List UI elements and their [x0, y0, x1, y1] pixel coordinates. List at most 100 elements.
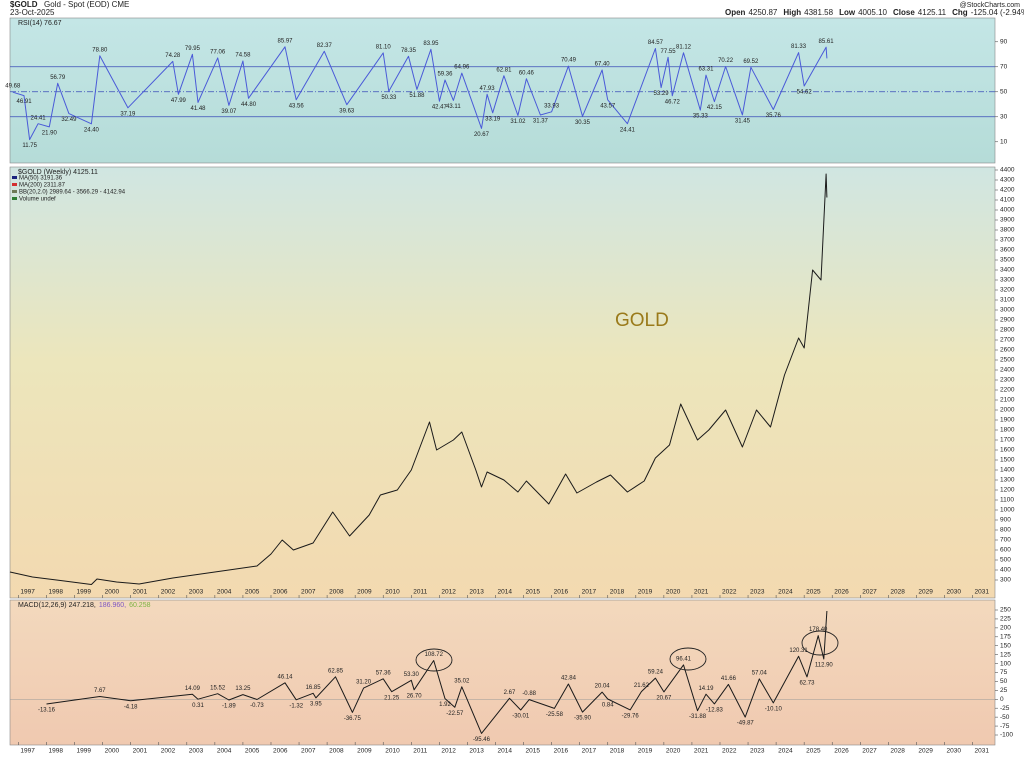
- x-tick-label: 2031: [975, 748, 990, 755]
- x-tick-label: 2028: [890, 589, 905, 596]
- x-tick-label: 2002: [161, 748, 176, 755]
- x-tick-label: 2009: [357, 589, 372, 596]
- value-label: 62.81: [496, 67, 512, 73]
- credit: @StockCharts.com: [960, 2, 1021, 9]
- value-label: 81.10: [376, 44, 392, 50]
- value-label: 41.48: [191, 106, 207, 112]
- value-label: 30.35: [575, 120, 591, 126]
- y-tick-label: 25: [1000, 687, 1008, 694]
- value-label: 50.33: [381, 95, 397, 101]
- y-tick-label: 175: [1000, 634, 1011, 641]
- value-label: 0.84: [602, 703, 614, 709]
- y-tick-label: 10: [1000, 138, 1008, 145]
- x-tick-label: 2015: [526, 589, 541, 596]
- highlight-circle: [801, 630, 839, 656]
- value-label: 24.41: [620, 127, 636, 133]
- y-tick-label: 2100: [1000, 397, 1015, 404]
- quote-label: High: [783, 8, 801, 17]
- y-tick-label: 50: [1000, 88, 1008, 95]
- x-tick-label: 2004: [217, 589, 232, 596]
- x-tick-label: 2015: [526, 748, 541, 755]
- x-tick-label: 2000: [105, 589, 120, 596]
- value-label: 20.67: [474, 132, 490, 138]
- x-tick-label: 2018: [610, 589, 625, 596]
- y-tick-label: 50: [1000, 678, 1008, 685]
- x-tick-label: 2027: [862, 748, 877, 755]
- y-tick-label: 1300: [1000, 477, 1015, 484]
- x-tick-label: 2026: [834, 589, 849, 596]
- x-tick-label: 2000: [105, 748, 120, 755]
- value-label: 78.80: [92, 47, 108, 53]
- value-label: 16.85: [306, 685, 322, 691]
- y-tick-label: 600: [1000, 547, 1011, 554]
- rsi-panel: [9, 17, 996, 164]
- value-label: 120.31: [789, 648, 808, 654]
- x-tick-label: 2001: [133, 589, 148, 596]
- value-label: 81.12: [676, 44, 692, 50]
- x-tick-label: 2029: [918, 748, 933, 755]
- macd-panel: [9, 599, 996, 746]
- x-tick-label: 2014: [497, 748, 512, 755]
- data-line: [46, 610, 828, 734]
- value-label: 63.31: [698, 67, 714, 73]
- value-label: 46.91: [17, 99, 33, 105]
- y-tick-label: 200: [1000, 625, 1011, 632]
- x-tick-label: 2012: [441, 589, 456, 596]
- y-tick-label: 225: [1000, 616, 1011, 623]
- value-label: 60.46: [519, 70, 535, 76]
- annotation: GOLD: [615, 310, 669, 331]
- y-tick-label: 500: [1000, 557, 1011, 564]
- x-tick-label: 2021: [694, 589, 709, 596]
- y-tick-label: 3800: [1000, 227, 1015, 234]
- y-tick-label: 900: [1000, 517, 1011, 524]
- y-tick-label: -25: [1000, 705, 1010, 712]
- x-tick-label: 2011: [413, 589, 427, 596]
- value-label: 2.67: [504, 690, 516, 696]
- value-label: 44.80: [241, 102, 257, 108]
- value-label: 42.47: [432, 105, 448, 111]
- value-label: -31.88: [689, 714, 707, 720]
- value-label: 39.63: [339, 108, 355, 114]
- x-tick-label: 2019: [638, 589, 653, 596]
- date: 23-Oct-2025: [10, 8, 55, 17]
- y-tick-label: 1700: [1000, 437, 1015, 444]
- y-tick-label: 4400: [1000, 167, 1015, 174]
- value-label: 62.85: [328, 668, 344, 674]
- value-label: -0.73: [250, 703, 264, 709]
- value-label: -1.89: [222, 704, 236, 710]
- symbol: $GOLD: [10, 0, 38, 9]
- x-tick-label: 1999: [77, 748, 92, 755]
- value-label: 33.93: [544, 103, 560, 109]
- x-tick-label: 2016: [554, 589, 569, 596]
- x-tick-label: 2024: [778, 748, 793, 755]
- y-tick-label: 100: [1000, 660, 1011, 667]
- value-label: -25.58: [546, 712, 564, 718]
- value-label: 21.25: [384, 695, 400, 701]
- legend-label: MA(200) 2311.87: [19, 183, 66, 189]
- y-tick-label: 4000: [1000, 207, 1015, 214]
- value-label: 39.07: [221, 109, 237, 115]
- x-tick-label: 2022: [722, 589, 737, 596]
- x-tick-label: 2022: [722, 748, 737, 755]
- legend-label: Volume undef: [19, 197, 56, 203]
- value-label: 64.96: [454, 65, 470, 71]
- y-tick-label: 3500: [1000, 257, 1015, 264]
- value-label: 31.20: [356, 680, 372, 686]
- x-tick-label: 2030: [946, 589, 961, 596]
- y-tick-label: 90: [1000, 38, 1008, 45]
- x-tick-label: 2017: [582, 748, 597, 755]
- x-tick-label: 2003: [189, 748, 204, 755]
- quote-label: Open: [725, 8, 746, 17]
- legend-swatch: [12, 183, 17, 186]
- y-tick-label: 1400: [1000, 467, 1015, 474]
- value-label: -0.88: [522, 691, 536, 697]
- x-tick-label: 2011: [413, 748, 427, 755]
- value-label: 62.73: [799, 680, 815, 686]
- value-label: 43.56: [289, 103, 305, 109]
- description: Gold - Spot (EOD) CME: [44, 0, 129, 9]
- value-label: 49.68: [5, 84, 21, 90]
- value-label: -22.57: [446, 711, 464, 717]
- quote-value: 4125.11: [918, 8, 947, 17]
- value-label: 46.72: [665, 99, 681, 105]
